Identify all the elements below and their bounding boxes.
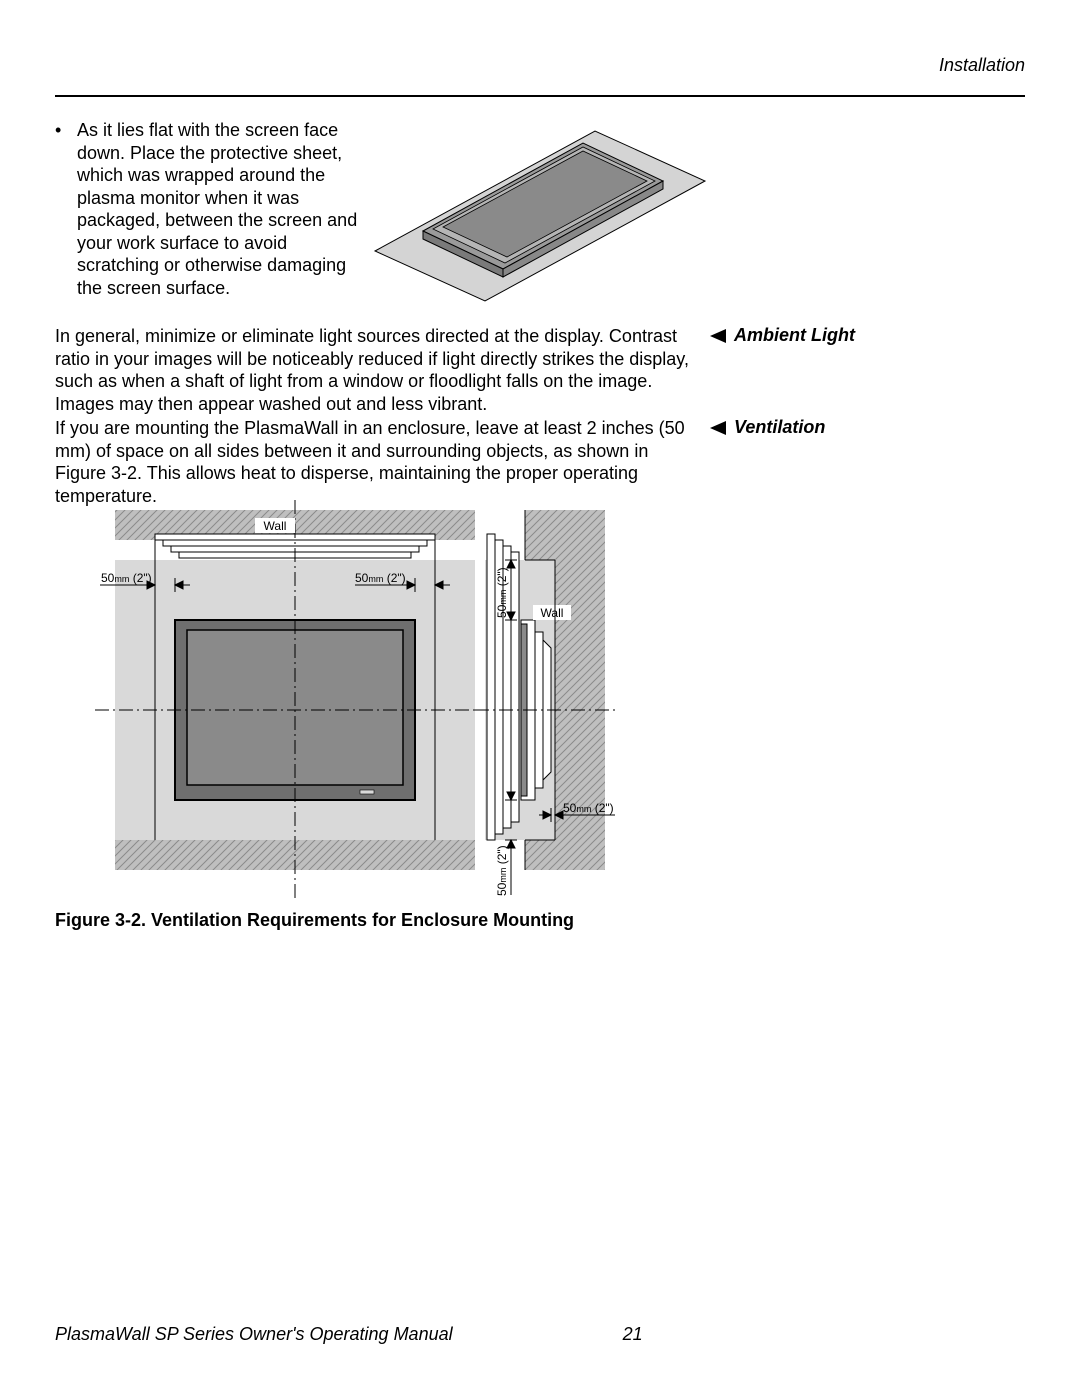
- footer-title: PlasmaWall SP Series Owner's Operating M…: [55, 1324, 453, 1345]
- arrow-left-icon: [710, 421, 726, 435]
- dim-sv-bot-in: (2"): [495, 845, 509, 867]
- dim-sh-in: (2"): [591, 801, 613, 815]
- bullet-dot: •: [55, 119, 77, 299]
- label-wall-top: Wall: [264, 519, 287, 533]
- figure-caption: Figure 3-2. Ventilation Requirements for…: [55, 910, 574, 931]
- iso-diagram: [365, 111, 710, 311]
- footer-page-number: 21: [623, 1324, 643, 1345]
- svg-text:50mm (2"): 50mm (2"): [101, 571, 152, 585]
- dim-sh-unit: mm: [576, 804, 591, 814]
- side-label-ventilation: Ventilation: [710, 417, 825, 438]
- svg-text:50mm (2"): 50mm (2"): [563, 801, 614, 815]
- dim-tr-unit: mm: [368, 574, 383, 584]
- dim-tr-mm: 50: [355, 571, 369, 585]
- side-label-ambient: Ambient Light: [710, 325, 855, 346]
- dim-sv-top-unit: mm: [498, 590, 508, 605]
- paragraph-ambient: In general, minimize or eliminate light …: [55, 325, 695, 415]
- side-label-ventilation-text: Ventilation: [734, 417, 825, 438]
- section-header: Installation: [939, 55, 1025, 76]
- figure-3-2: Wall 50mm (2"): [55, 500, 630, 900]
- svg-text:50mm (2"): 50mm (2"): [355, 571, 406, 585]
- label-wall-side: Wall: [541, 606, 564, 620]
- header-rule: [55, 95, 1025, 97]
- paragraph-ventilation: If you are mounting the PlasmaWall in an…: [55, 417, 695, 507]
- bullet-text: As it lies flat with the screen face dow…: [77, 119, 365, 299]
- dim-sv-top-in: (2"): [495, 567, 509, 589]
- dim-sv-bot-unit: mm: [498, 868, 508, 883]
- bullet-row: • As it lies flat with the screen face d…: [55, 119, 1025, 299]
- dim-tl-mm: 50: [101, 571, 115, 585]
- svg-text:50mm (2"): 50mm (2"): [495, 567, 509, 618]
- side-label-ambient-text: Ambient Light: [734, 325, 855, 346]
- dim-sh-mm: 50: [563, 801, 577, 815]
- dim-tr-in: (2"): [383, 571, 405, 585]
- dim-tl-unit: mm: [114, 574, 129, 584]
- arrow-left-icon: [710, 329, 726, 343]
- dim-sv-top-mm: 50: [495, 604, 509, 618]
- page-footer: PlasmaWall SP Series Owner's Operating M…: [55, 1324, 1025, 1345]
- dim-tl-in: (2"): [129, 571, 151, 585]
- svg-text:50mm (2"): 50mm (2"): [495, 845, 509, 896]
- dim-sv-bot-mm: 50: [495, 882, 509, 896]
